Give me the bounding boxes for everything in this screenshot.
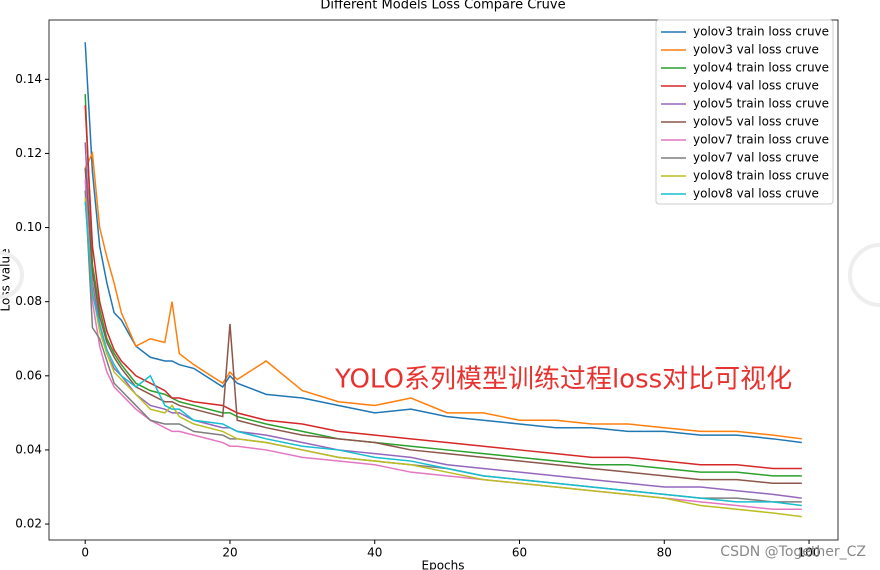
loss-line [84,179,802,510]
legend-label: yolov3 val loss cruve [693,43,819,57]
x-tick-label: 40 [367,546,382,560]
y-tick-label: 0.06 [15,368,42,382]
loss-line [84,201,802,507]
legend-label: yolov5 val loss cruve [693,115,819,129]
stamp-decoration [848,243,880,307]
loss-line [84,42,802,444]
y-tick-label: 0.14 [15,72,42,86]
legend-label: yolov7 train loss cruve [693,133,829,147]
x-tick-label: 0 [81,546,89,560]
y-tick-label: 0.08 [15,294,42,308]
legend-box [655,19,834,205]
legend-label: yolov5 train loss cruve [693,97,829,111]
legend-label: yolov3 train loss cruve [693,25,829,39]
stamp-decoration [0,251,24,299]
plot-area [48,19,839,541]
loss-line [84,150,802,440]
loss-line [84,105,802,470]
loss-line [84,197,802,518]
y-tick-label: 0.12 [15,146,42,160]
loss-line [84,190,802,503]
legend-label: yolov4 train loss cruve [693,61,829,75]
y-tick-label: 0.10 [15,220,42,234]
y-tick-label: 0.02 [15,517,42,531]
loss-line [84,168,802,485]
watermark: CSDN @Together_CZ [720,544,866,560]
x-tick-label: 60 [512,546,527,560]
loss-line [84,94,802,477]
y-tick-label: 0.04 [15,442,42,456]
x-tick-label: 20 [222,546,237,560]
legend-label: yolov8 train loss cruve [693,169,829,183]
overlay-caption: YOLO系列模型训练过程loss对比可视化 [334,365,792,395]
chart-title: Different Models Loss Compare Cruve [320,0,565,13]
legend-label: yolov7 val loss cruve [693,151,819,165]
legend-label: yolov8 val loss cruve [693,187,819,201]
legend-label: yolov4 val loss cruve [693,79,819,93]
x-tick-label: 80 [657,546,672,560]
x-tick-label: 100 [798,546,821,560]
x-axis-label: Epochs [422,559,465,570]
